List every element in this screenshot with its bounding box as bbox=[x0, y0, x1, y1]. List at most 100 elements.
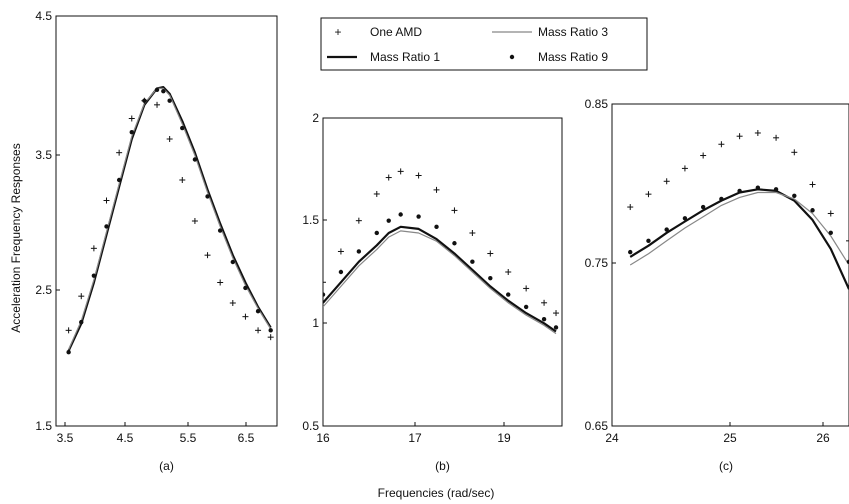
data-point-one-amd bbox=[255, 327, 262, 334]
data-point-one-amd bbox=[415, 172, 422, 179]
data-point-mass-ratio-9 bbox=[338, 269, 344, 275]
data-point-mass-ratio-9 bbox=[523, 304, 529, 310]
data-point-mass-ratio-9 bbox=[192, 157, 198, 162]
data-point-mass-ratio-9 bbox=[553, 325, 559, 330]
data-point-mass-ratio-9 bbox=[217, 228, 223, 233]
data-point-mass-ratio-9 bbox=[773, 187, 779, 192]
data-point-mass-ratio-9 bbox=[700, 204, 706, 210]
data-point-one-amd bbox=[523, 285, 530, 292]
data-point-one-amd bbox=[267, 334, 274, 341]
data-point-one-amd bbox=[65, 327, 72, 334]
y-tick-label: 1.5 bbox=[35, 419, 52, 433]
data-point-one-amd bbox=[116, 149, 123, 156]
data-point-one-amd bbox=[487, 250, 494, 257]
series-line-mass-ratio-3 bbox=[323, 230, 557, 335]
data-point-one-amd bbox=[217, 279, 224, 286]
data-point-one-amd bbox=[78, 293, 85, 300]
x-tick-label: 16 bbox=[316, 431, 330, 445]
data-point-one-amd bbox=[505, 269, 512, 275]
data-point-one-amd bbox=[718, 141, 725, 148]
y-tick-label: 0.5 bbox=[302, 419, 319, 433]
y-axis-label: Acceleration Frequency Responses bbox=[9, 143, 23, 332]
y-tick-label: 2.5 bbox=[35, 283, 52, 297]
data-point-mass-ratio-9 bbox=[506, 292, 511, 297]
plot-frame-a bbox=[55, 15, 278, 427]
x-axis-label: Frequencies (rad/sec) bbox=[378, 486, 495, 500]
x-tick-label: 25 bbox=[723, 431, 737, 445]
y-tick-label: 2 bbox=[312, 111, 319, 125]
plot-frame-b bbox=[322, 117, 563, 427]
legend-label-mass-ratio-9: Mass Ratio 9 bbox=[538, 50, 608, 64]
x-tick-label: 26 bbox=[816, 431, 830, 445]
data-point-one-amd bbox=[204, 252, 211, 259]
data-point-mass-ratio-9 bbox=[792, 193, 797, 198]
data-point-mass-ratio-9 bbox=[66, 350, 71, 355]
y-tick-label: 3.5 bbox=[35, 148, 52, 162]
legend-entry-mass-ratio-3: Mass Ratio 3 bbox=[492, 25, 608, 39]
data-point-mass-ratio-9 bbox=[243, 285, 248, 291]
x-tick-label: 6.5 bbox=[238, 431, 255, 445]
y-tick-label: 4.5 bbox=[35, 9, 52, 23]
panel-sublabel-c: (c) bbox=[719, 459, 733, 473]
data-point-one-amd bbox=[827, 210, 834, 217]
data-point-mass-ratio-9 bbox=[755, 185, 761, 190]
data-point-one-amd bbox=[541, 299, 548, 306]
data-point-one-amd bbox=[242, 313, 249, 320]
data-point-one-amd bbox=[128, 115, 135, 122]
data-point-one-amd bbox=[754, 129, 761, 136]
data-point-mass-ratio-9 bbox=[167, 98, 172, 103]
data-point-mass-ratio-9 bbox=[154, 87, 160, 93]
y-tick-label: 1 bbox=[312, 316, 319, 330]
data-point-one-amd bbox=[681, 165, 688, 172]
data-point-mass-ratio-9 bbox=[323, 292, 326, 297]
data-point-one-amd bbox=[323, 279, 326, 286]
data-point-one-amd bbox=[663, 178, 670, 185]
data-point-mass-ratio-9 bbox=[664, 227, 669, 232]
panel-sublabel-a: (a) bbox=[159, 459, 174, 473]
data-point-one-amd bbox=[90, 245, 97, 252]
data-point-mass-ratio-9 bbox=[386, 218, 391, 223]
series-line-mass-ratio-1 bbox=[629, 188, 849, 290]
data-point-mass-ratio-9 bbox=[356, 249, 362, 254]
legend-label-one-amd: One AMD bbox=[370, 25, 422, 39]
data-point-mass-ratio-9 bbox=[470, 259, 475, 264]
x-tick-label: 17 bbox=[408, 431, 422, 445]
y-tick-label: 1.5 bbox=[302, 213, 319, 227]
data-point-one-amd bbox=[355, 217, 362, 224]
data-point-one-amd bbox=[141, 97, 148, 104]
data-point-one-amd bbox=[229, 300, 236, 306]
data-point-mass-ratio-9 bbox=[255, 309, 261, 314]
data-point-mass-ratio-9 bbox=[646, 238, 651, 244]
y-tick-label: 0.75 bbox=[585, 256, 609, 270]
data-point-one-amd bbox=[373, 190, 380, 197]
data-point-one-amd bbox=[736, 133, 743, 140]
data-point-mass-ratio-9 bbox=[79, 319, 84, 325]
data-point-one-amd bbox=[179, 177, 186, 183]
legend-marker-dot-icon bbox=[509, 54, 515, 60]
data-point-one-amd bbox=[337, 248, 344, 255]
x-tick-label: 24 bbox=[605, 431, 619, 445]
data-point-one-amd bbox=[166, 136, 173, 142]
data-point-one-amd bbox=[397, 168, 404, 175]
data-point-mass-ratio-9 bbox=[682, 216, 688, 221]
data-point-one-amd bbox=[773, 134, 780, 141]
legend-box bbox=[320, 17, 648, 71]
legend-entry-one-amd: + One AMD bbox=[334, 25, 422, 39]
data-point-mass-ratio-9 bbox=[541, 317, 547, 322]
data-point-one-amd bbox=[433, 186, 440, 193]
data-point-one-amd bbox=[191, 218, 198, 224]
data-point-mass-ratio-9 bbox=[810, 208, 815, 213]
data-point-mass-ratio-9 bbox=[374, 230, 379, 236]
legend-entry-mass-ratio-1: Mass Ratio 1 bbox=[327, 50, 440, 64]
data-point-mass-ratio-9 bbox=[416, 214, 421, 219]
data-point-one-amd bbox=[791, 149, 798, 156]
series-line-mass-ratio-3 bbox=[68, 87, 272, 350]
panel-sublabel-b: (b) bbox=[435, 459, 450, 473]
data-point-one-amd bbox=[809, 181, 816, 188]
x-tick-label: 5.5 bbox=[180, 431, 197, 445]
data-point-mass-ratio-9 bbox=[488, 275, 493, 281]
data-point-one-amd bbox=[846, 237, 849, 244]
plot-frame-c bbox=[611, 103, 849, 427]
